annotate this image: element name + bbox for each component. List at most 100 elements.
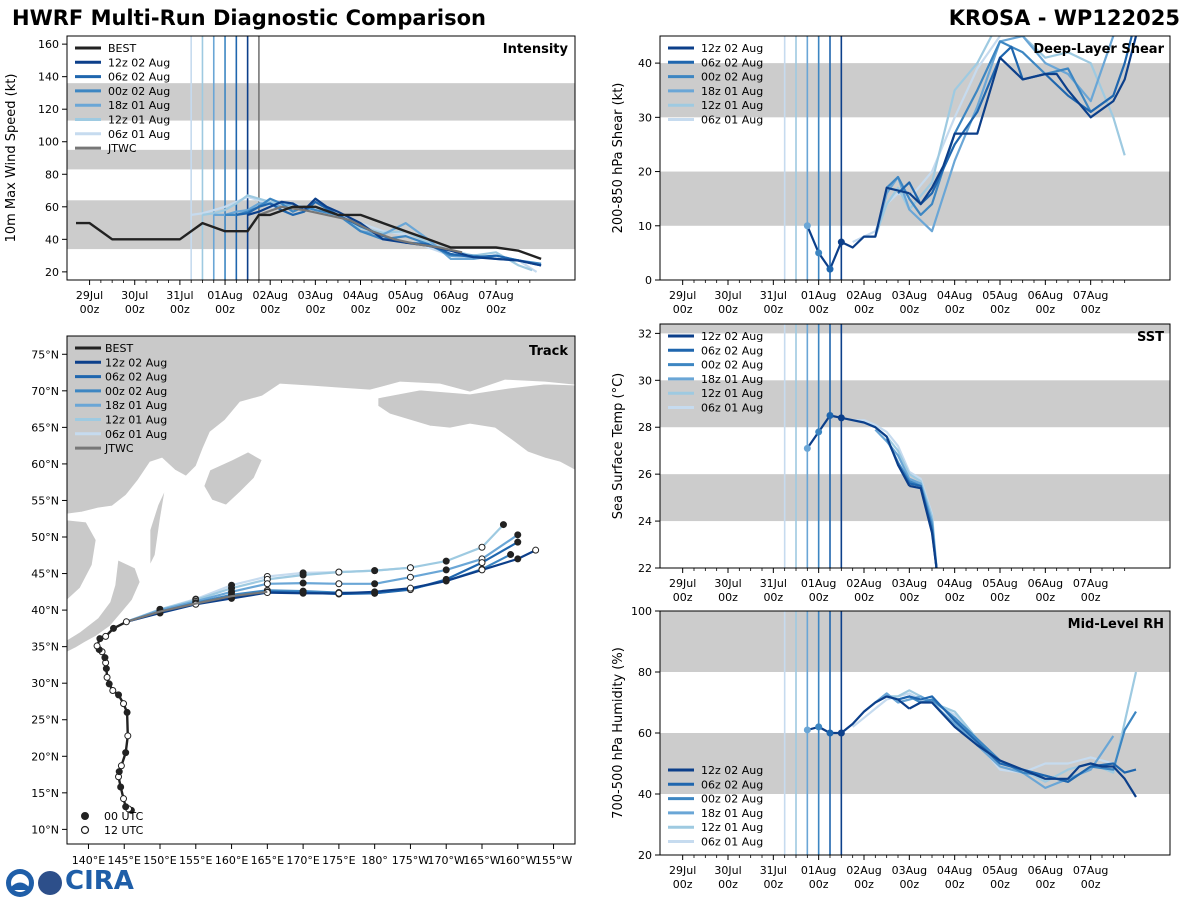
track-run-marker-0-8 xyxy=(406,584,414,592)
rh-ytick-label-2: 60 xyxy=(638,727,652,740)
track-ytick-label-13: 75°N xyxy=(31,348,59,361)
sst-y-axis: 22 24 26 28 30 32 xyxy=(638,327,660,575)
track-legend-label-2: 06z 02 Aug xyxy=(105,371,167,384)
figure-title: HWRF Multi-Run Diagnostic Comparison xyxy=(12,6,487,30)
int-xtick-sublabel-4: 00z xyxy=(260,303,280,316)
land-kamchatka xyxy=(203,451,263,506)
rh-band-1 xyxy=(660,611,1170,672)
shr-ytick-label-2: 20 xyxy=(638,166,652,179)
shr-legend-label-2: 00z 02 Aug xyxy=(701,71,763,84)
shr-legend-label-3: 18z 01 Aug xyxy=(701,85,763,98)
int-legend-label-5: 12z 01 Aug xyxy=(108,114,170,127)
int-legend-label-6: 06z 01 Aug xyxy=(108,128,170,141)
shear-title: Deep-Layer Shear xyxy=(1033,42,1164,57)
int-legend-label-0: BEST xyxy=(108,42,136,55)
rh-xtick-label-4: 02Aug xyxy=(846,864,881,877)
land-masses xyxy=(67,336,575,653)
sst-xtick-label-4: 02Aug xyxy=(846,577,881,590)
land-alaska xyxy=(377,383,575,471)
rh-band-0 xyxy=(660,733,1170,794)
track-run-marker-1-11 xyxy=(514,538,522,546)
track-best-marker-18 xyxy=(101,654,109,662)
rh-series xyxy=(803,671,1138,798)
track-x-axis: 140°E 145°E 150°E 155°E 160°E 165°E 170°E 175°E… xyxy=(72,844,572,867)
track-best-marker-23 xyxy=(102,632,110,640)
track-run-marker-3-4 xyxy=(263,580,271,588)
int-xtick-sublabel-7: 00z xyxy=(396,303,416,316)
track-xtick-label-0: 140°E xyxy=(72,854,105,867)
track-ytick-label-8: 50°N xyxy=(31,531,59,544)
rh-ytick-label-4: 100 xyxy=(631,605,652,618)
rh-xtick-sublabel-8: 00z xyxy=(1035,878,1055,891)
rh-xtick-label-7: 05Aug xyxy=(982,864,1017,877)
sst-band-2 xyxy=(660,324,1170,334)
track-jtwc-line xyxy=(126,590,268,623)
track-run-marker-0-7 xyxy=(371,588,379,596)
shr-legend-label-0: 12z 02 Aug xyxy=(701,42,763,55)
int-run-line-0 xyxy=(247,197,542,267)
track-xtick-label-7: 175°E xyxy=(322,854,355,867)
land-japan xyxy=(67,559,141,653)
shr-xtick-label-3: 01Aug xyxy=(801,289,836,302)
shr-xtick-sublabel-7: 00z xyxy=(990,303,1010,316)
track-xtick-label-4: 160°E xyxy=(215,854,248,867)
track-ytick-label-6: 40°N xyxy=(31,604,59,617)
track-run-marker-4-11 xyxy=(499,521,507,529)
land-sakhalin xyxy=(149,489,166,566)
cira-logo-text: CIRA xyxy=(65,866,134,896)
noaa-logo-icon xyxy=(6,869,62,897)
sst-xtick-sublabel-7: 00z xyxy=(990,591,1010,604)
sst-xtick-sublabel-0: 00z xyxy=(673,591,693,604)
rh-xtick-sublabel-0: 00z xyxy=(673,878,693,891)
int-ytick-label-1: 40 xyxy=(45,233,59,246)
rh-xtick-sublabel-3: 00z xyxy=(809,878,829,891)
sst-ytick-label-3: 28 xyxy=(638,421,652,434)
intensity-bands xyxy=(67,83,575,250)
shr-xtick-sublabel-2: 00z xyxy=(763,303,783,316)
sst-legend-label-5: 06z 01 Aug xyxy=(701,402,763,415)
track-run-marker-0-10 xyxy=(478,566,486,574)
track-run-marker-3-7 xyxy=(371,580,379,588)
shr-xtick-label-4: 02Aug xyxy=(846,289,881,302)
sst-init-marker-1 xyxy=(826,412,834,419)
intensity-x-axis: 29Jul00z30Jul00z31Jul00z01Aug00z02Aug00z… xyxy=(76,280,531,316)
shear-y-axis: 0 10 20 30 40 xyxy=(638,57,660,287)
track-xtick-label-1: 145°E xyxy=(108,854,141,867)
track-run-marker-0-12 xyxy=(532,546,540,554)
sst-init-marker-0 xyxy=(837,414,845,422)
shr-run-line-4 xyxy=(864,36,1126,238)
rh-title: Mid-Level RH xyxy=(1068,617,1164,632)
shear-frame xyxy=(659,35,1171,281)
sst-xtick-label-1: 30Jul xyxy=(714,577,741,590)
track-run-line-4 xyxy=(126,523,505,623)
sst-series xyxy=(803,412,938,568)
track-best-marker-16 xyxy=(102,665,110,673)
sst-run-lines xyxy=(783,324,843,568)
sst-band-1 xyxy=(660,380,1170,428)
track-map xyxy=(67,336,575,844)
track-run-marker-0-6 xyxy=(335,589,343,597)
track-run-marker-0-5 xyxy=(299,589,307,597)
int-band-2 xyxy=(67,83,575,121)
shr-xtick-label-2: 31Jul xyxy=(760,289,787,302)
track-run-marker-3-6 xyxy=(335,580,343,588)
track-ytick-label-10: 60°N xyxy=(31,458,59,471)
shr-run-line-0 xyxy=(908,36,1138,206)
int-ytick-label-3: 80 xyxy=(45,168,59,181)
rh-xtick-sublabel-4: 00z xyxy=(854,878,874,891)
sst-xtick-sublabel-2: 00z xyxy=(763,591,783,604)
rh-init-marker-3 xyxy=(803,726,811,734)
int-xtick-label-8: 06Aug xyxy=(433,289,468,302)
rh-xtick-label-8: 06Aug xyxy=(1028,864,1063,877)
int-xtick-label-7: 05Aug xyxy=(388,289,423,302)
track-ytick-label-7: 45°N xyxy=(31,568,59,581)
track-xtick-label-5: 165°E xyxy=(251,854,284,867)
int-legend-label-7: JTWC xyxy=(107,142,137,155)
sst-bands xyxy=(660,324,1170,522)
shr-legend-label-4: 12z 01 Aug xyxy=(701,99,763,112)
track-best-marker-22 xyxy=(96,635,104,643)
shr-xtick-label-0: 29Jul xyxy=(669,289,696,302)
int-xtick-sublabel-0: 00z xyxy=(80,303,100,316)
